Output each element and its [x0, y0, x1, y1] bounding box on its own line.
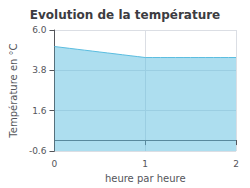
svg-text:3.8: 3.8 — [32, 65, 47, 75]
svg-text:-0.6: -0.6 — [29, 146, 47, 156]
svg-text:1.6: 1.6 — [32, 106, 47, 116]
svg-text:0: 0 — [52, 159, 58, 169]
svg-text:heure par heure: heure par heure — [105, 173, 186, 184]
svg-text:Température en °C: Température en °C — [8, 43, 19, 138]
svg-text:1: 1 — [142, 159, 148, 169]
svg-text:Evolution de la température: Evolution de la température — [30, 8, 221, 22]
svg-text:2: 2 — [233, 159, 239, 169]
svg-text:6.0: 6.0 — [32, 25, 47, 35]
